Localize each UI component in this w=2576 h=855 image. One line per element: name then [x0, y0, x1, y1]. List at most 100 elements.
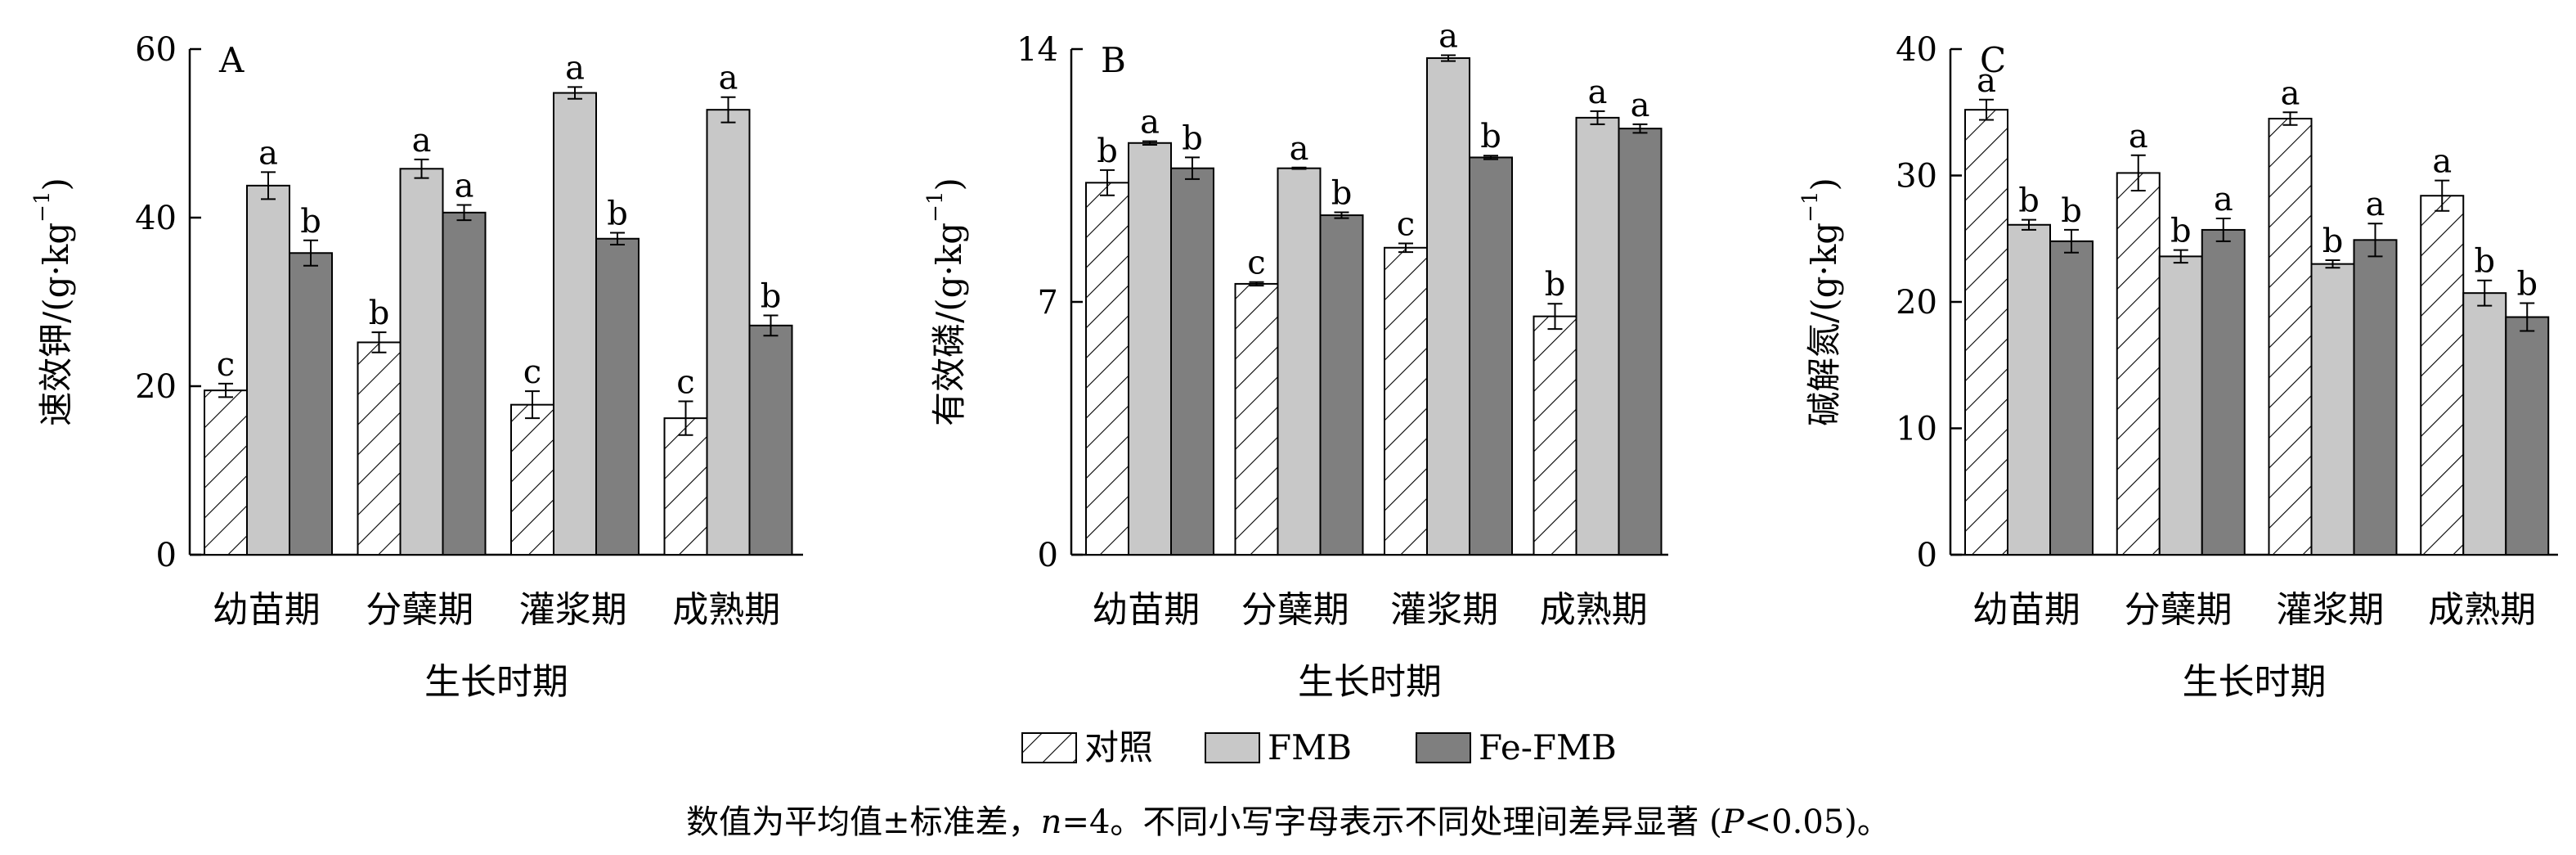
y-axis-label: 速效钾/(g·kg−1) — [30, 178, 76, 426]
significance-letter: b — [1331, 175, 1353, 213]
x-axis-label: 生长时期 — [1298, 661, 1442, 703]
y-tick-label: 20 — [1896, 284, 1937, 322]
significance-letter: b — [607, 196, 628, 233]
bar — [663, 417, 708, 556]
legend-item: 对照 — [1021, 727, 1153, 767]
bar — [289, 252, 333, 556]
significance-letter: b — [1480, 118, 1501, 155]
bar — [442, 211, 487, 556]
significance-letter: b — [2018, 182, 2040, 220]
significance-letter: a — [1977, 62, 1996, 100]
bar — [1618, 128, 1663, 556]
caption-n-value: =4。不同小写字母表示不同处理间差异显著 ( — [1061, 803, 1721, 841]
y-tick-label: 30 — [1896, 158, 1937, 196]
significance-letter: a — [2281, 74, 2300, 112]
bar — [1575, 116, 1620, 556]
chart-panel-a: 0204060速效钾/(g·kg−1)Acab幼苗期baa分蘖期cab灌浆期ca… — [30, 31, 803, 703]
legend: 对照 FMB Fe-FMB — [1021, 727, 1617, 767]
chart-panels: 0204060速效钾/(g·kg−1)Acab幼苗期baa分蘖期cab灌浆期ca… — [30, 18, 2558, 703]
bar — [2007, 223, 2051, 556]
bar — [2158, 255, 2203, 556]
caption-text: 数值为平均值±标准差， — [686, 803, 1041, 841]
significance-letter: a — [1438, 18, 1458, 56]
significance-letter: b — [2170, 213, 2192, 250]
significance-letter: b — [2516, 266, 2538, 304]
significance-letter: a — [2366, 186, 2385, 223]
caption-n: n — [1041, 803, 1062, 841]
bar — [2116, 172, 2161, 556]
legend-swatch — [1021, 732, 1077, 763]
caption: 数值为平均值±标准差，n=4。不同小写字母表示不同处理间差异显著 (P<0.05… — [686, 803, 1890, 841]
y-axis-label: 碱解氮/(g·kg−1) — [1798, 178, 1844, 426]
x-tick-label: 灌浆期 — [1390, 589, 1498, 631]
x-axis-label: 生长时期 — [2183, 661, 2327, 703]
significance-letter: a — [565, 49, 585, 87]
significance-letter: b — [2474, 243, 2495, 281]
bar — [1964, 109, 2008, 556]
bar — [595, 237, 640, 556]
significance-letter: c — [217, 346, 235, 384]
panel-label: C — [1980, 40, 2006, 80]
bar — [204, 389, 248, 556]
significance-letter: b — [1097, 133, 1118, 170]
x-tick-label: 分蘖期 — [1241, 589, 1349, 631]
bar — [510, 403, 554, 556]
y-tick-label: 10 — [1896, 411, 1937, 448]
significance-letter: b — [2322, 223, 2344, 260]
legend-swatch — [1416, 732, 1471, 763]
bar — [1319, 214, 1364, 556]
bar — [2201, 228, 2246, 556]
significance-letter: a — [2432, 143, 2452, 181]
significance-letter: a — [719, 60, 738, 97]
significance-letter: a — [1140, 104, 1160, 142]
bar — [2049, 240, 2094, 556]
bar — [748, 324, 793, 556]
legend-swatch — [1205, 732, 1260, 763]
significance-letter: b — [2061, 192, 2082, 230]
y-axis-label: 有效磷/(g·kg−1) — [923, 178, 969, 426]
bar — [706, 109, 751, 556]
x-tick-label: 成熟期 — [2428, 589, 2536, 631]
y-tick-label: 60 — [135, 31, 177, 69]
x-tick-label: 幼苗期 — [1972, 589, 2080, 631]
significance-letter: a — [1290, 130, 1309, 168]
bar — [1533, 315, 1577, 556]
legend-label: FMB — [1268, 727, 1352, 767]
significance-letter: a — [258, 134, 278, 172]
bar — [1128, 142, 1172, 556]
bar — [2420, 195, 2465, 556]
bar — [2310, 263, 2355, 556]
bar — [1085, 182, 1129, 556]
x-tick-label: 分蘖期 — [366, 589, 473, 631]
bar — [1277, 167, 1322, 556]
bar — [553, 92, 597, 556]
x-tick-label: 幼苗期 — [213, 589, 321, 631]
y-tick-label: 40 — [1896, 31, 1937, 69]
caption-p-value: <0.05)。 — [1744, 803, 1890, 841]
bar — [2353, 239, 2398, 556]
bar — [1170, 167, 1214, 556]
significance-letter: b — [761, 277, 782, 315]
legend-item: Fe-FMB — [1416, 727, 1617, 767]
significance-letter: b — [300, 203, 321, 241]
significance-letter: a — [1588, 74, 1608, 111]
significance-letter: a — [455, 168, 474, 205]
bar — [2505, 316, 2550, 556]
bar — [2268, 117, 2313, 556]
panel-label: B — [1101, 40, 1126, 80]
y-tick-label: 14 — [1016, 31, 1058, 69]
significance-letter: a — [2214, 181, 2233, 218]
significance-letter: a — [2129, 118, 2148, 155]
bar — [2462, 292, 2507, 556]
legend-item: FMB — [1205, 727, 1352, 767]
x-tick-label: 成熟期 — [1540, 589, 1648, 631]
y-tick-label: 40 — [135, 200, 177, 237]
bar — [1469, 156, 1513, 556]
y-tick-label: 0 — [1038, 537, 1058, 574]
x-tick-label: 分蘖期 — [2125, 589, 2233, 631]
bar — [246, 184, 290, 556]
bar — [399, 168, 444, 556]
y-tick-label: 20 — [135, 368, 177, 406]
